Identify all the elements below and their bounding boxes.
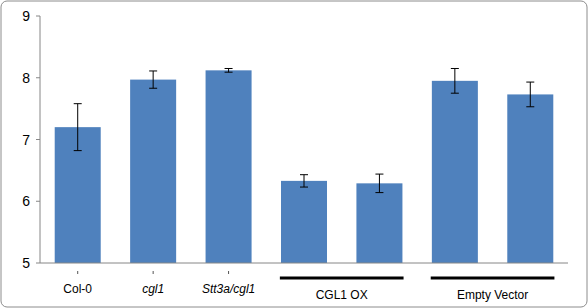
error-cap [375,192,383,193]
error-bar [74,104,82,151]
x-tick [153,271,154,274]
error-bar [149,71,157,88]
x-tick [228,271,229,274]
y-tick [36,16,40,17]
error-cap [149,88,157,89]
bar [356,183,402,263]
x-tick-label: Col-0 [63,282,92,296]
error-cap [300,187,308,188]
error-cap [451,68,459,69]
group-label: Empty Vector [457,288,528,302]
error-line [153,71,154,88]
error-cap [526,106,534,107]
bar [206,70,252,263]
y-tick [36,263,40,264]
y-tick-label: 8 [22,70,30,86]
bar [130,80,176,263]
error-bar [526,82,534,107]
error-line [454,68,455,93]
error-line [379,174,380,193]
error-bar [451,68,459,93]
chart-container: 5 6 7 8 9 Col-0 cgl1 Stt3a/cgl1 CGL1 OX Empty Vec… [0,0,588,308]
error-bar [300,175,308,187]
error-line [228,68,229,72]
error-cap [74,103,82,104]
error-cap [526,82,534,83]
error-bar [225,68,233,72]
y-tick-label: 9 [22,8,30,24]
y-axis [40,16,41,263]
bar [507,94,553,263]
group-bracket [280,277,404,280]
error-cap [300,174,308,175]
y-tick [36,77,40,78]
chart-frame [1,1,587,307]
bar [281,181,327,263]
group-bracket [431,277,555,280]
error-line [77,104,78,151]
error-bar [375,174,383,193]
error-cap [149,70,157,71]
y-tick-label: 5 [22,255,30,271]
error-cap [375,174,383,175]
y-tick-label: 6 [22,193,30,209]
error-line [530,82,531,107]
error-cap [225,72,233,73]
x-tick-label: Stt3a/cgl1 [202,282,255,296]
y-tick-label: 7 [22,132,30,148]
error-cap [451,93,459,94]
group-label: CGL1 OX [316,288,368,302]
error-cap [74,150,82,151]
x-axis [40,263,568,264]
y-tick [36,139,40,140]
x-tick-label: cgl1 [142,282,164,296]
y-tick [36,201,40,202]
x-tick [77,271,78,274]
error-cap [225,68,233,69]
bar [432,81,478,263]
bars [55,68,554,263]
chart-svg: 5 6 7 8 9 Col-0 cgl1 Stt3a/cgl1 CGL1 OX Empty Vec… [0,0,588,308]
error-line [304,175,305,187]
